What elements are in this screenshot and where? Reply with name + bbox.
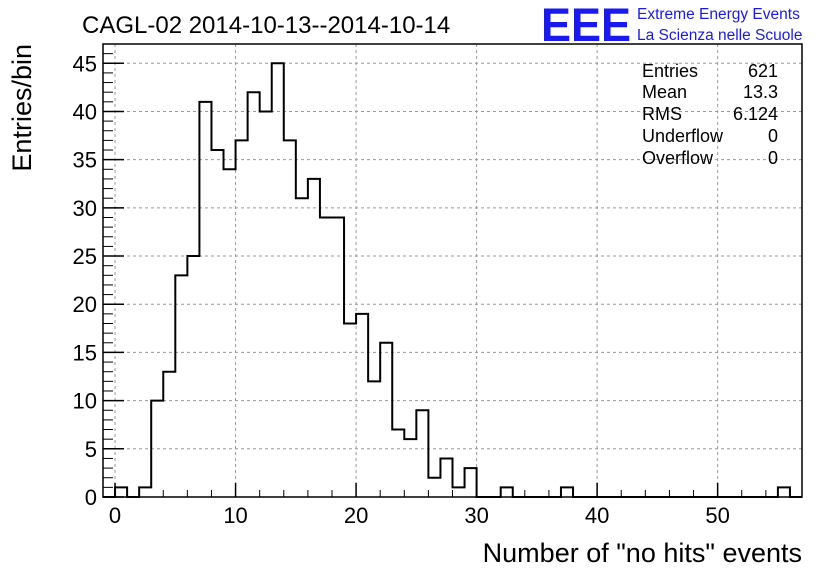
eee-logo-line1: Extreme Energy Events	[637, 6, 800, 23]
y-tick-label: 35	[73, 148, 97, 173]
chart-title: CAGL-02 2014-10-13--2014-10-14	[82, 12, 450, 39]
stats-underflow-value: 0	[768, 126, 778, 146]
x-tick-label: 30	[464, 503, 488, 528]
y-tick-label: 10	[73, 389, 97, 414]
stats-entries-value: 621	[748, 61, 778, 81]
x-axis-label: Number of "no hits" events	[483, 538, 802, 568]
x-axis: 0 10 20 30 40 50	[109, 483, 791, 528]
y-tick-label: 5	[85, 437, 97, 462]
y-tick-label: 15	[73, 340, 97, 365]
stats-mean-label: Mean	[642, 82, 687, 102]
x-tick-label: 10	[223, 503, 247, 528]
stats-underflow-label: Underflow	[642, 126, 724, 146]
y-tick-label: 25	[73, 244, 97, 269]
x-tick-label: 50	[705, 503, 729, 528]
x-tick-label: 0	[109, 503, 121, 528]
stats-overflow-label: Overflow	[642, 148, 714, 168]
y-tick-label: 45	[73, 51, 97, 76]
x-tick-label: 40	[585, 503, 609, 528]
stats-entries-label: Entries	[642, 61, 698, 81]
stats-rms-value: 6.124	[733, 104, 778, 124]
stats-rms-label: RMS	[642, 104, 682, 124]
stats-box: Entries 621 Mean 13.3 RMS 6.124 Underflo…	[642, 61, 778, 168]
y-tick-label: 0	[85, 485, 97, 510]
y-axis-label: Entries/bin	[7, 44, 37, 172]
eee-logo-line2: La Scienza nelle Scuole	[637, 27, 802, 44]
stats-mean-value: 13.3	[743, 82, 778, 102]
y-tick-label: 20	[73, 292, 97, 317]
eee-logo: EEE Extreme Energy Events La Scienza nel…	[541, 0, 802, 51]
y-tick-label: 30	[73, 196, 97, 221]
eee-logo-mark: EEE	[541, 0, 631, 51]
stats-overflow-value: 0	[768, 148, 778, 168]
y-axis: 0 5 10 15 20 25 30 35 40 45	[73, 51, 124, 510]
x-tick-label: 20	[344, 503, 368, 528]
y-tick-label: 40	[73, 99, 97, 124]
grid-lines	[103, 44, 802, 498]
